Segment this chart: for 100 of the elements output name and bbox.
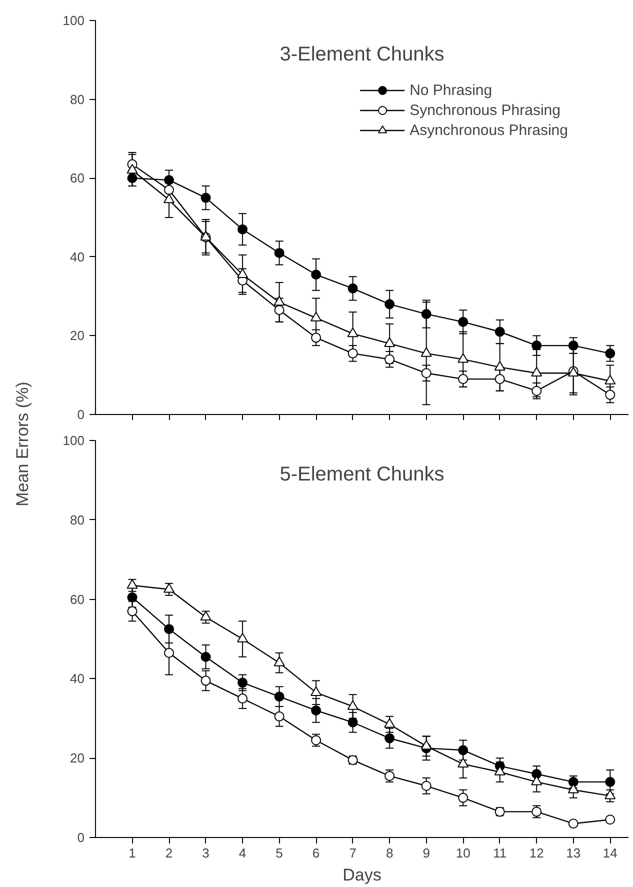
x-tick-label: 2 <box>165 846 173 860</box>
point <box>420 347 432 357</box>
x-tick-label: 10 <box>456 846 470 860</box>
y-axis-title: Mean Errors (%) <box>13 382 32 506</box>
point <box>311 270 322 280</box>
point <box>494 360 506 371</box>
point <box>384 718 396 728</box>
point <box>348 717 358 728</box>
x-tick-label: 5 <box>276 846 283 860</box>
point <box>458 792 468 803</box>
y-tick-label: 40 <box>70 249 85 264</box>
point <box>458 745 468 756</box>
x-tick-label: 7 <box>349 846 356 860</box>
point <box>458 374 468 384</box>
point <box>348 283 358 294</box>
x-tick-label: 3 <box>202 846 210 860</box>
legend-label: No Phrasing <box>410 82 492 98</box>
x-axis-title: Days <box>342 866 382 884</box>
point <box>384 337 396 347</box>
point <box>494 374 505 384</box>
point <box>568 784 579 794</box>
point <box>531 776 542 786</box>
y-tick-label: 60 <box>70 170 85 186</box>
point <box>126 579 138 589</box>
x-tick-label: 11 <box>493 846 507 860</box>
point <box>238 694 248 704</box>
point <box>274 692 284 702</box>
legend-label: Asynchronous Phrasing <box>410 122 568 138</box>
x-tick-label: 12 <box>529 846 544 860</box>
point <box>238 224 248 234</box>
point <box>164 624 174 634</box>
x-tick-label: 13 <box>566 846 581 860</box>
point <box>605 348 616 358</box>
point <box>348 348 358 358</box>
point <box>494 326 505 337</box>
point <box>200 676 211 686</box>
point <box>237 268 248 278</box>
point <box>421 309 432 320</box>
point <box>568 340 578 351</box>
y-tick-label: 80 <box>70 92 85 107</box>
y-tick-label: 60 <box>70 592 85 607</box>
point <box>164 175 174 186</box>
x-tick-label: 4 <box>238 846 246 860</box>
point <box>310 686 322 696</box>
x-tick-label: 9 <box>422 846 430 860</box>
point <box>605 776 616 787</box>
point <box>605 390 616 400</box>
point <box>164 648 174 658</box>
point <box>127 173 138 184</box>
point <box>200 192 211 203</box>
y-tick-label: 40 <box>70 671 85 686</box>
point <box>274 711 284 722</box>
point <box>532 386 542 396</box>
point <box>126 164 138 174</box>
point <box>311 332 322 343</box>
point <box>384 299 395 310</box>
x-tick-label: 6 <box>312 846 320 860</box>
y-tick-label: 0 <box>77 407 85 422</box>
point <box>494 766 506 776</box>
point <box>458 758 469 768</box>
point <box>127 592 138 602</box>
point <box>347 327 358 338</box>
y-tick-label: 80 <box>70 512 85 528</box>
point <box>274 305 284 316</box>
point <box>532 340 542 351</box>
y-tick-label: 20 <box>70 328 85 344</box>
point <box>604 374 616 384</box>
y-tick-label: 20 <box>70 750 85 766</box>
legend-label: Synchronous Phrasing <box>410 102 560 118</box>
point <box>604 790 616 800</box>
point <box>200 610 212 621</box>
point <box>164 583 175 593</box>
point <box>420 740 432 750</box>
point <box>605 814 616 825</box>
point <box>531 366 542 377</box>
point <box>458 316 468 327</box>
point <box>421 368 432 378</box>
y-tick-label: 100 <box>62 13 85 28</box>
x-tick-label: 8 <box>386 846 394 860</box>
point <box>274 248 284 258</box>
point <box>164 193 175 204</box>
text: 3-Element Chunks <box>280 44 444 66</box>
x-tick-label: 14 <box>602 846 618 860</box>
point <box>274 296 285 306</box>
point <box>274 656 285 666</box>
point <box>384 733 395 744</box>
x-tick-label: 1 <box>128 846 136 860</box>
point <box>421 780 432 791</box>
point <box>532 768 542 779</box>
y-tick-label: 100 <box>62 433 85 448</box>
point <box>311 705 322 716</box>
point <box>568 818 578 829</box>
point <box>200 652 211 662</box>
point <box>164 184 174 195</box>
y-tick-label: 0 <box>77 830 85 845</box>
point <box>458 353 469 363</box>
point <box>238 678 248 688</box>
point <box>310 312 322 322</box>
point <box>237 632 248 642</box>
point <box>127 606 138 616</box>
